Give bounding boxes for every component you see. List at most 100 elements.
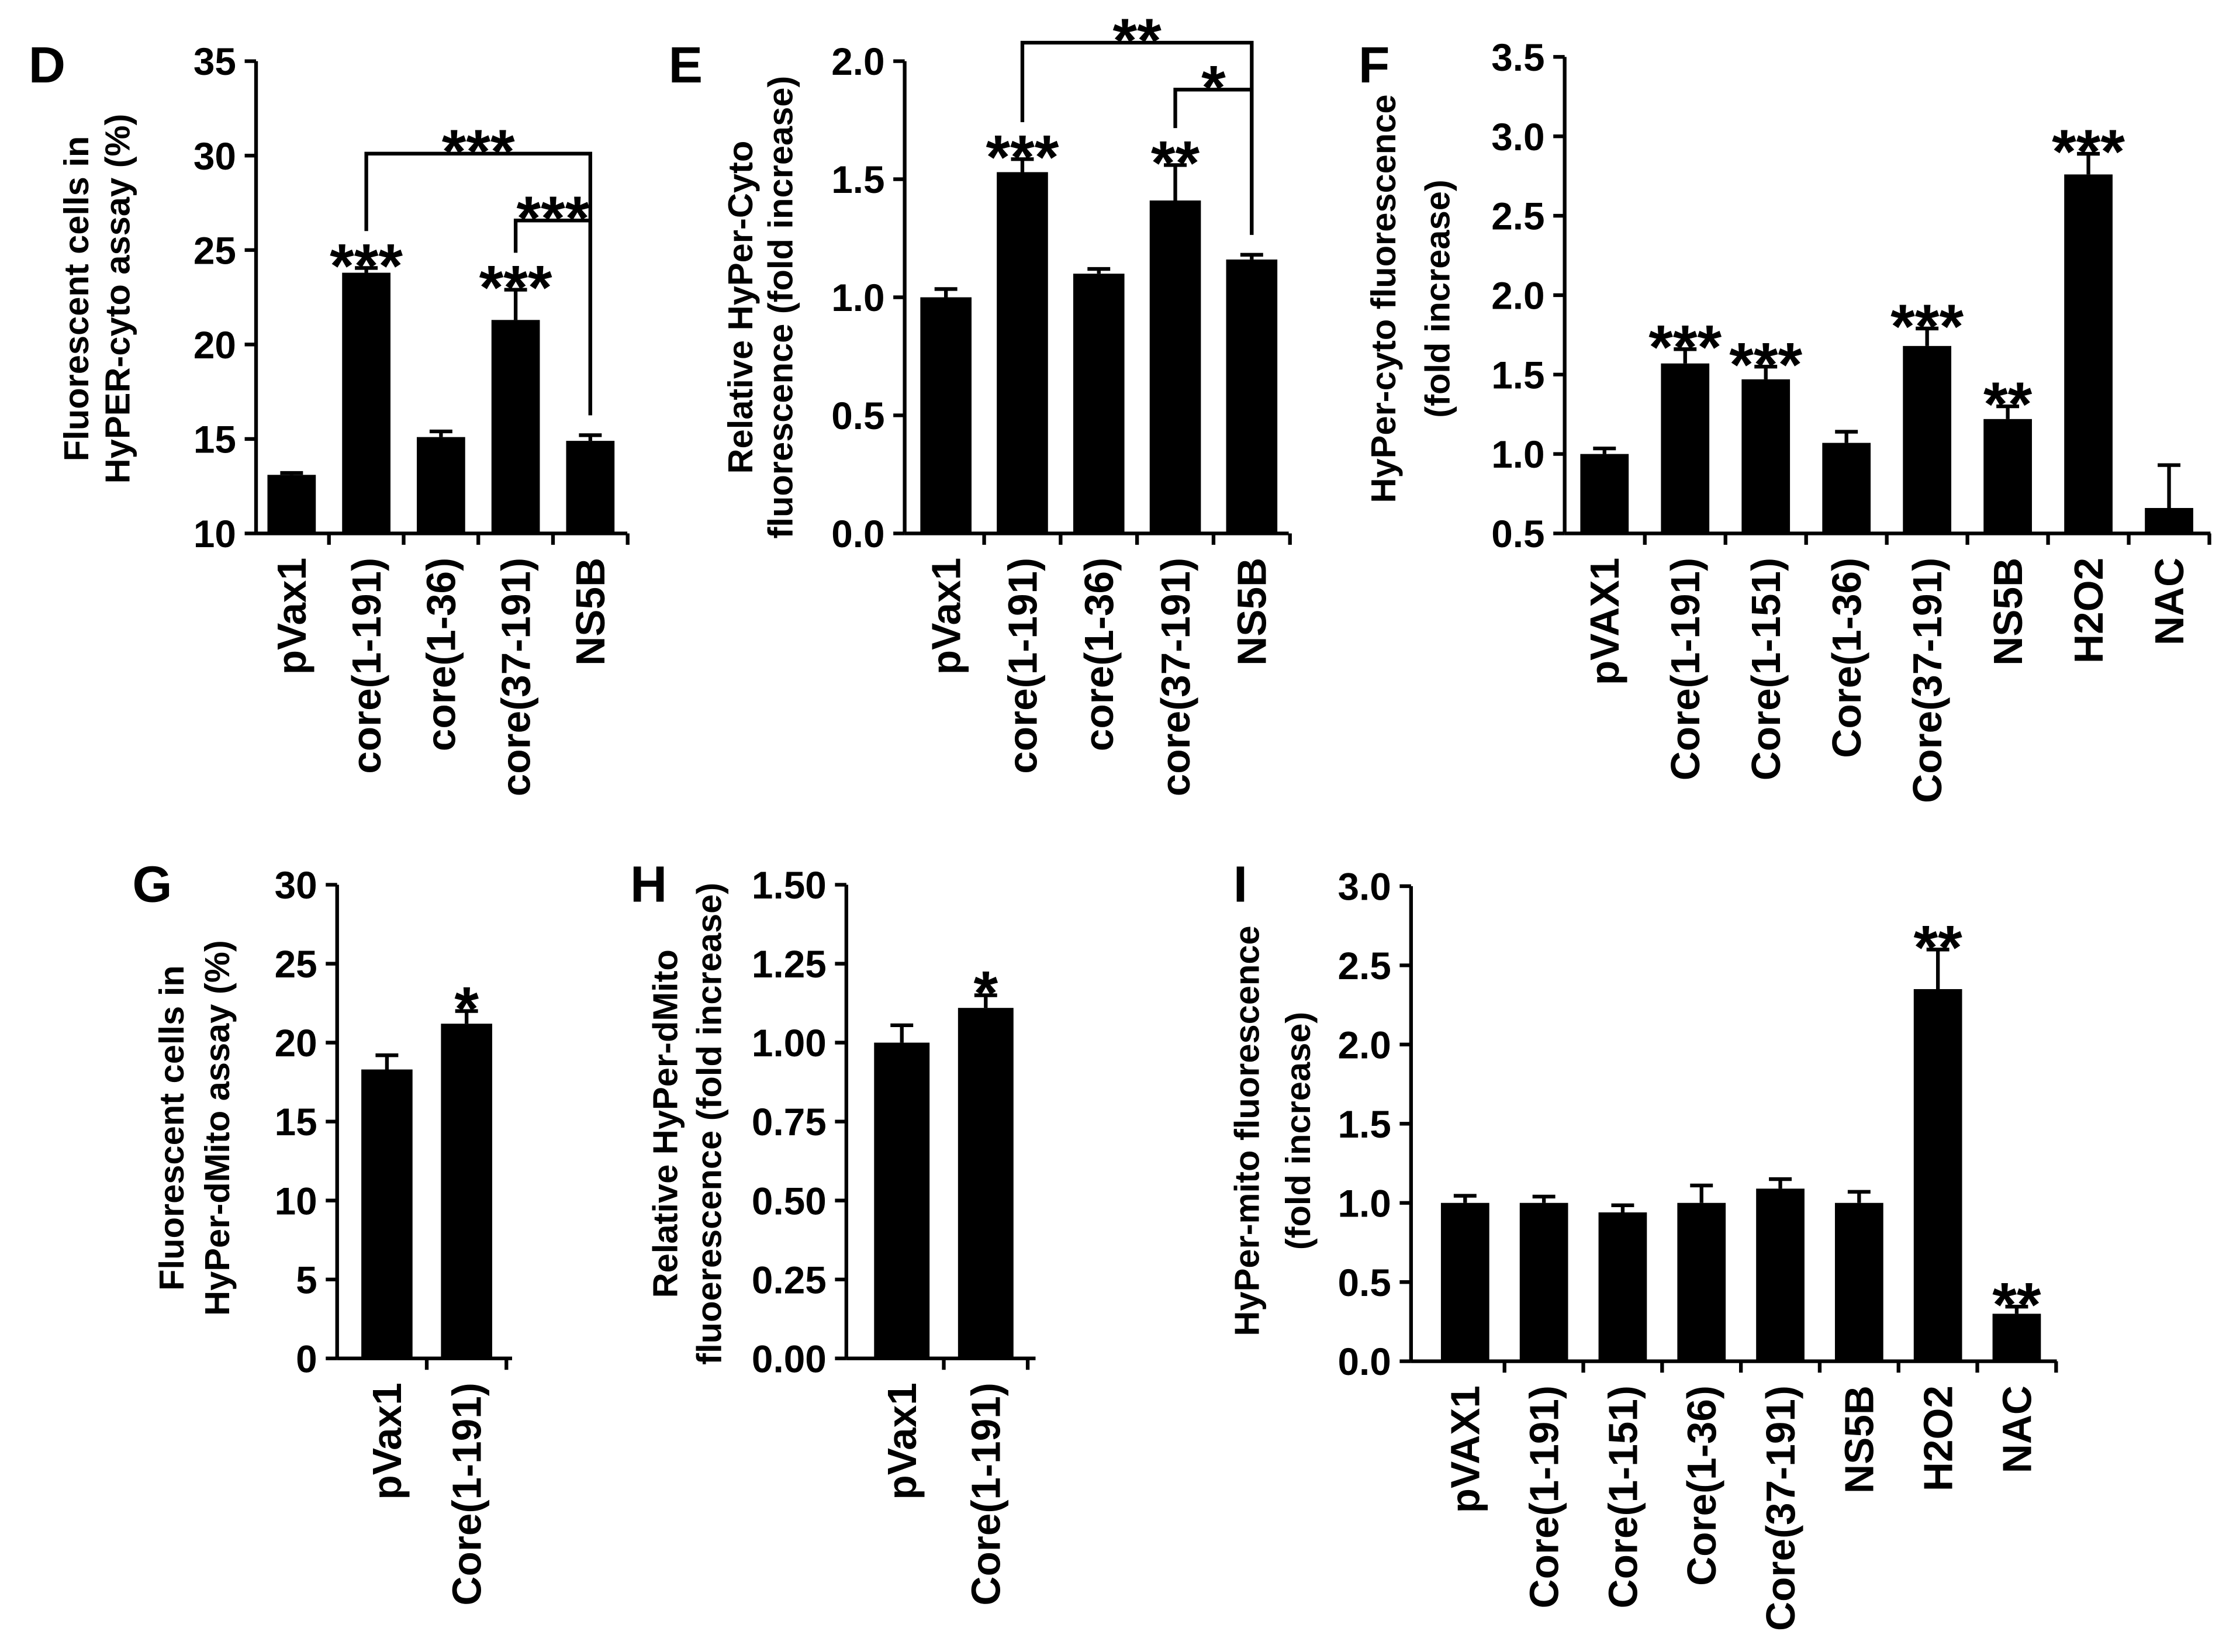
panel-i: I HyPer-mito fluorescence (fold increase) p… xyxy=(1227,856,2058,1631)
panel-g-y-tick-label: 20 xyxy=(275,1022,317,1065)
panel-e-x-tick-label-core-1-36: core(1-36) xyxy=(1076,558,1122,751)
panel-f-y-axis-title-line-1: HyPer-cyto fluorescence xyxy=(1364,94,1403,503)
panel-i-error-bar-ns5b xyxy=(1847,1190,1871,1203)
panel-d-comparison-bracket-2 xyxy=(513,218,593,416)
panel-i-bar-ns5b xyxy=(1834,1202,1883,1361)
panel-f-x-tick-label-pvax1: pVAX1 xyxy=(1582,558,1627,685)
panel-f-bar-core-37-191 xyxy=(1903,345,1952,534)
panel-e-comparison-bracket-2 xyxy=(1173,88,1254,235)
panel-h-y-tick-label: 0.75 xyxy=(752,1101,827,1143)
panel-g-y-tick-label: 15 xyxy=(275,1101,317,1143)
panel-f-y-tick-label: 0.5 xyxy=(1491,513,1544,555)
panel-i-x-tick-label-ns5b: NS5B xyxy=(1837,1385,1882,1494)
panel-e-significance-core-1-191: *** xyxy=(986,122,1059,192)
panel-f-y-tick-label: 3.5 xyxy=(1491,36,1544,79)
panel-e-error-bar-pvax1 xyxy=(934,287,958,298)
panel-i-error-bar-h2o2 xyxy=(1926,948,1950,990)
panel-d: D Fluorescent cells in HyPER-cyto assay (%… xyxy=(29,36,630,796)
panel-i-x-tick-label-core-37-191: Core(37-191) xyxy=(1758,1385,1803,1631)
panel-h-error-bar-pvax1 xyxy=(890,1023,914,1043)
panel-d-bar-core-37-191 xyxy=(491,320,540,534)
panel-i-error-bar-core-37-191 xyxy=(1769,1177,1792,1189)
panel-e-y-tick-label: 1.0 xyxy=(831,277,884,319)
panel-d-x-tick-label-pvax1: pVax1 xyxy=(269,558,314,675)
panel-i-significance-h2o2: ** xyxy=(1913,912,1962,982)
panel-g-letter: G xyxy=(132,856,172,913)
panel-h-y-tick-label: 0.50 xyxy=(752,1180,827,1222)
panel-i-y-tick-label: 3.0 xyxy=(1337,866,1391,908)
panel-f-x-tick-label-core-1-151: Core(1-151) xyxy=(1743,558,1789,780)
panel-i-error-bar-core-1-191 xyxy=(1532,1194,1556,1203)
panel-e-error-bar-ns5b xyxy=(1240,253,1263,260)
panel-g-error-bar-pvax1 xyxy=(375,1053,399,1070)
panel-i-bar-core-37-191 xyxy=(1756,1188,1805,1361)
panel-i-bar-core-1-191 xyxy=(1519,1202,1568,1361)
panel-f-error-bar-ns5b xyxy=(1996,404,2020,419)
panel-e-bar-ns5b xyxy=(1226,259,1278,534)
panel-d-x-tick-label-core-37-191: core(37-191) xyxy=(493,558,538,796)
panel-e-error-bar-core-37-191 xyxy=(1164,163,1187,201)
panel-d-bar-core-1-191 xyxy=(342,272,390,534)
panel-i-y-tick-label: 2.0 xyxy=(1337,1024,1391,1066)
panel-f-bar-core-1-151 xyxy=(1741,379,1791,534)
panel-i-y-axis-title-line-1: HyPer-mito fluorescence xyxy=(1227,925,1266,1336)
panel-i-bar-core-1-36 xyxy=(1677,1202,1726,1361)
panel-g: G Fluorescent cells in HyPer-dMito assay (… xyxy=(132,856,513,1606)
panel-f-bar-core-1-36 xyxy=(1822,443,1871,534)
panel-e-comparison-label-1: ** xyxy=(1112,5,1162,75)
panel-g-y-axis-title-line-1: Fluorescent cells in xyxy=(152,965,191,1291)
panel-i-x-tick-label-core-1-191: Core(1-191) xyxy=(1521,1385,1567,1608)
panel-h-x-tick-label-core-1-191: Core(1-191) xyxy=(963,1383,1009,1605)
panel-f-x-tick-label-core-1-36: Core(1-36) xyxy=(1824,558,1869,758)
panel-h-y-tick-label: 0.00 xyxy=(752,1338,827,1380)
panel-e-y-tick-label: 2.0 xyxy=(831,40,884,83)
panel-d-x-tick-label-core-1-36: core(1-36) xyxy=(419,558,464,751)
panel-i-x-tick-label-nac: NAC xyxy=(1994,1385,2040,1473)
panel-d-y-tick-label: 25 xyxy=(193,229,236,272)
panel-i-bar-core-1-151 xyxy=(1598,1212,1647,1361)
panel-d-x-tick-label-core-1-191: core(1-191) xyxy=(344,558,389,774)
panel-f-significance-core-1-191: *** xyxy=(1648,312,1722,382)
panel-d-y-tick-label: 30 xyxy=(193,135,236,178)
panel-f-error-bar-h2o2 xyxy=(2077,151,2100,175)
panel-i-x-tick-label-core-1-151: Core(1-151) xyxy=(1600,1385,1646,1608)
panel-i-y-tick-label: 2.5 xyxy=(1337,945,1391,987)
panel-d-y-axis-title-line-2: HyPER-cyto assay (%) xyxy=(98,114,137,484)
panel-d-error-bar-ns5b xyxy=(579,433,602,441)
panel-e-x-tick-label-pvax1: pVax1 xyxy=(924,558,969,675)
panel-e-x-tick-label-core-1-191: core(1-191) xyxy=(1000,558,1045,774)
panel-g-significance-core-1-191: * xyxy=(454,974,479,1044)
panel-e-bar-pvax1 xyxy=(920,297,972,534)
panel-f-y-tick-label: 2.5 xyxy=(1491,195,1544,238)
panel-d-bar-core-1-36 xyxy=(416,437,465,534)
panel-g-y-axis-title-line-2: HyPer-dMito assay (%) xyxy=(198,940,237,1316)
panel-f-bar-nac xyxy=(2145,508,2193,534)
panel-d-comparison-label-2: *** xyxy=(516,183,589,253)
panel-i-x-tick-label-pvax1: pVAX1 xyxy=(1443,1385,1488,1513)
panel-i-bar-h2o2 xyxy=(1913,989,1962,1361)
panel-i-x-tick-label-core-1-36: Core(1-36) xyxy=(1679,1385,1724,1586)
panel-i-x-tick-label-h2o2: H2O2 xyxy=(1915,1385,1961,1491)
panel-f-bar-ns5b xyxy=(1983,419,2032,534)
panel-h-y-axis-title-line-1: Relative HyPer-dMito xyxy=(645,949,685,1298)
panel-f-bar-pvax1 xyxy=(1580,454,1629,534)
panel-e-bar-core-1-36 xyxy=(1073,274,1125,534)
panel-e-y-axis-title-line-1: Relative HyPer-Cyto xyxy=(721,141,760,474)
panel-e-comparison-label-2: * xyxy=(1201,52,1226,122)
panel-h-y-tick-label: 1.50 xyxy=(752,864,827,907)
panel-f-significance-ns5b: ** xyxy=(1983,369,2033,439)
panel-d-bar-pvax1 xyxy=(267,475,316,534)
panel-f-bar-core-1-191 xyxy=(1661,363,1710,534)
panel-f-x-tick-label-nac: NAC xyxy=(2147,558,2192,645)
panel-e-x-tick-label-core-37-191: core(37-191) xyxy=(1153,558,1198,796)
panel-i-y-tick-label: 1.0 xyxy=(1337,1182,1391,1225)
panel-h-y-axis-title-line-2: fluoerescence (fold increase) xyxy=(690,883,729,1365)
panel-f-error-bar-core-1-191 xyxy=(1674,347,1697,364)
panel-f-y-axis-title-line-2: (fold increase) xyxy=(1418,179,1457,417)
panel-h-y-tick-label: 1.25 xyxy=(752,943,827,986)
panel-f-x-tick-label-core-1-191: Core(1-191) xyxy=(1662,558,1708,780)
panel-f-y-tick-label: 3.0 xyxy=(1491,116,1544,158)
panel-h-letter: H xyxy=(630,856,667,913)
panel-g-bar-pvax1 xyxy=(361,1069,413,1359)
